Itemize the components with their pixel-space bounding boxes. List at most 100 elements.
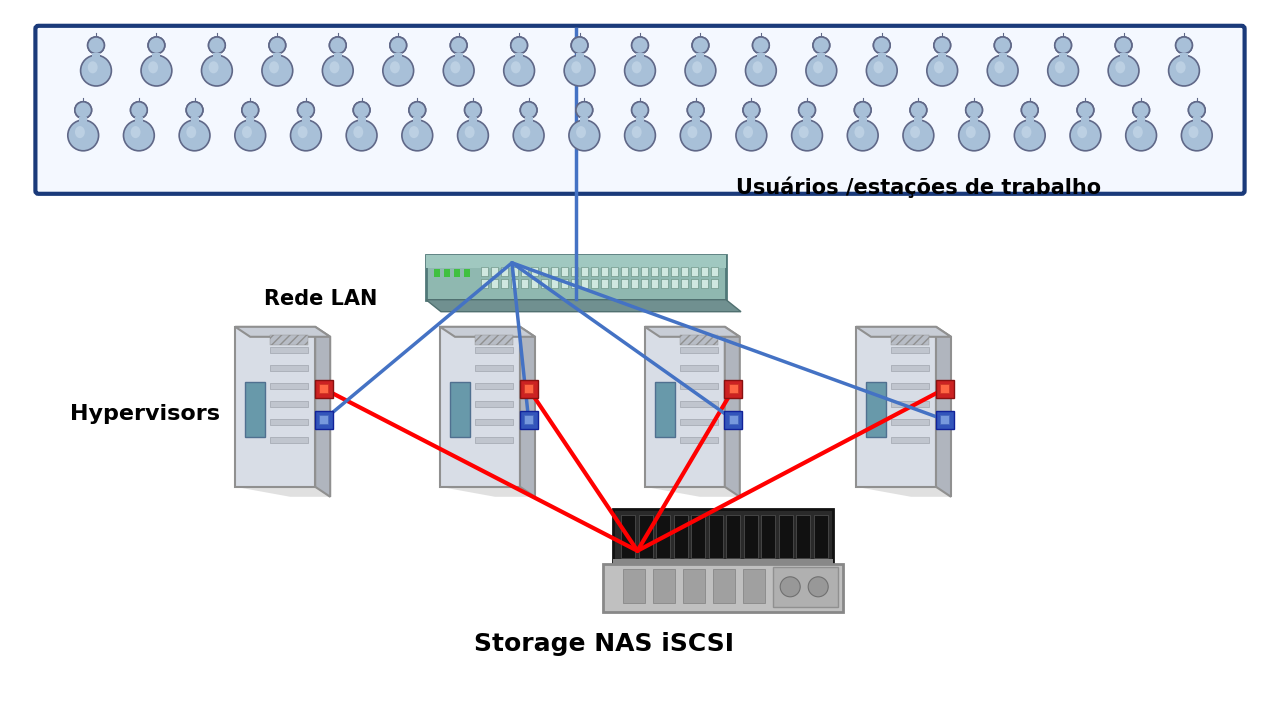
Ellipse shape <box>187 126 196 138</box>
Bar <box>728 415 739 424</box>
Circle shape <box>742 102 760 119</box>
Bar <box>673 515 687 558</box>
Bar <box>394 53 402 57</box>
Bar <box>270 335 308 345</box>
Circle shape <box>781 577 800 597</box>
Ellipse shape <box>465 126 475 138</box>
Bar <box>681 267 689 276</box>
Circle shape <box>1055 37 1071 54</box>
Bar <box>859 117 867 122</box>
Bar <box>134 117 143 122</box>
Bar <box>576 53 584 57</box>
Ellipse shape <box>131 126 141 138</box>
Ellipse shape <box>1176 61 1185 73</box>
Ellipse shape <box>910 126 920 138</box>
Circle shape <box>1133 102 1149 119</box>
Bar <box>621 515 635 558</box>
Bar <box>1180 53 1188 57</box>
Bar <box>550 279 558 288</box>
Ellipse shape <box>353 126 364 138</box>
Ellipse shape <box>234 120 266 150</box>
Bar <box>778 515 792 558</box>
Circle shape <box>576 102 593 119</box>
Bar <box>426 255 726 300</box>
Bar <box>475 365 513 371</box>
Circle shape <box>511 37 527 54</box>
Ellipse shape <box>242 126 252 138</box>
Ellipse shape <box>744 126 753 138</box>
Ellipse shape <box>1169 55 1199 86</box>
Bar <box>701 267 708 276</box>
Bar <box>602 279 608 288</box>
Bar <box>796 515 810 558</box>
Ellipse shape <box>1133 126 1143 138</box>
Ellipse shape <box>1070 120 1101 150</box>
Polygon shape <box>440 487 535 497</box>
Bar <box>748 117 755 122</box>
Bar <box>645 327 724 487</box>
Ellipse shape <box>995 61 1005 73</box>
Bar <box>671 279 678 288</box>
Bar <box>938 53 946 57</box>
Bar <box>710 267 718 276</box>
Bar <box>475 383 513 389</box>
Ellipse shape <box>298 126 307 138</box>
Bar <box>936 410 954 429</box>
Bar <box>270 365 308 371</box>
Ellipse shape <box>511 61 521 73</box>
Bar <box>653 569 676 603</box>
Circle shape <box>854 102 872 119</box>
Ellipse shape <box>685 55 716 86</box>
Bar <box>475 401 513 407</box>
Bar <box>270 437 308 443</box>
Circle shape <box>854 102 872 119</box>
Bar <box>611 267 618 276</box>
Bar <box>541 267 548 276</box>
Bar <box>581 267 588 276</box>
Bar <box>636 117 644 122</box>
Ellipse shape <box>1189 126 1198 138</box>
Bar <box>1137 117 1146 122</box>
Bar <box>691 267 698 276</box>
Circle shape <box>131 102 147 119</box>
Circle shape <box>353 102 370 119</box>
Text: Rede LAN: Rede LAN <box>264 289 378 309</box>
Bar <box>680 401 718 407</box>
Circle shape <box>995 37 1011 54</box>
Ellipse shape <box>410 126 419 138</box>
Ellipse shape <box>1181 120 1212 150</box>
Bar <box>571 267 579 276</box>
Bar <box>524 415 534 424</box>
Ellipse shape <box>966 126 975 138</box>
Bar <box>561 279 568 288</box>
Circle shape <box>209 37 225 54</box>
Ellipse shape <box>443 55 474 86</box>
Bar <box>891 401 929 407</box>
Circle shape <box>873 37 890 54</box>
Bar <box>701 279 708 288</box>
Circle shape <box>934 37 951 54</box>
Bar <box>602 267 608 276</box>
Circle shape <box>451 37 467 54</box>
Ellipse shape <box>625 55 655 86</box>
Circle shape <box>269 37 285 54</box>
Ellipse shape <box>1055 61 1065 73</box>
Circle shape <box>1076 102 1094 119</box>
Ellipse shape <box>88 61 97 73</box>
Ellipse shape <box>1115 61 1125 73</box>
Circle shape <box>1055 37 1071 54</box>
Circle shape <box>910 102 927 119</box>
Bar <box>444 269 451 277</box>
Circle shape <box>242 102 259 119</box>
Bar <box>475 347 513 353</box>
Circle shape <box>808 577 828 597</box>
Ellipse shape <box>451 61 461 73</box>
Bar <box>270 419 308 425</box>
Circle shape <box>799 102 815 119</box>
Bar <box>315 380 333 397</box>
Ellipse shape <box>625 120 655 150</box>
Bar <box>581 279 588 288</box>
Ellipse shape <box>1048 55 1079 86</box>
Bar <box>684 569 705 603</box>
Ellipse shape <box>457 120 489 150</box>
